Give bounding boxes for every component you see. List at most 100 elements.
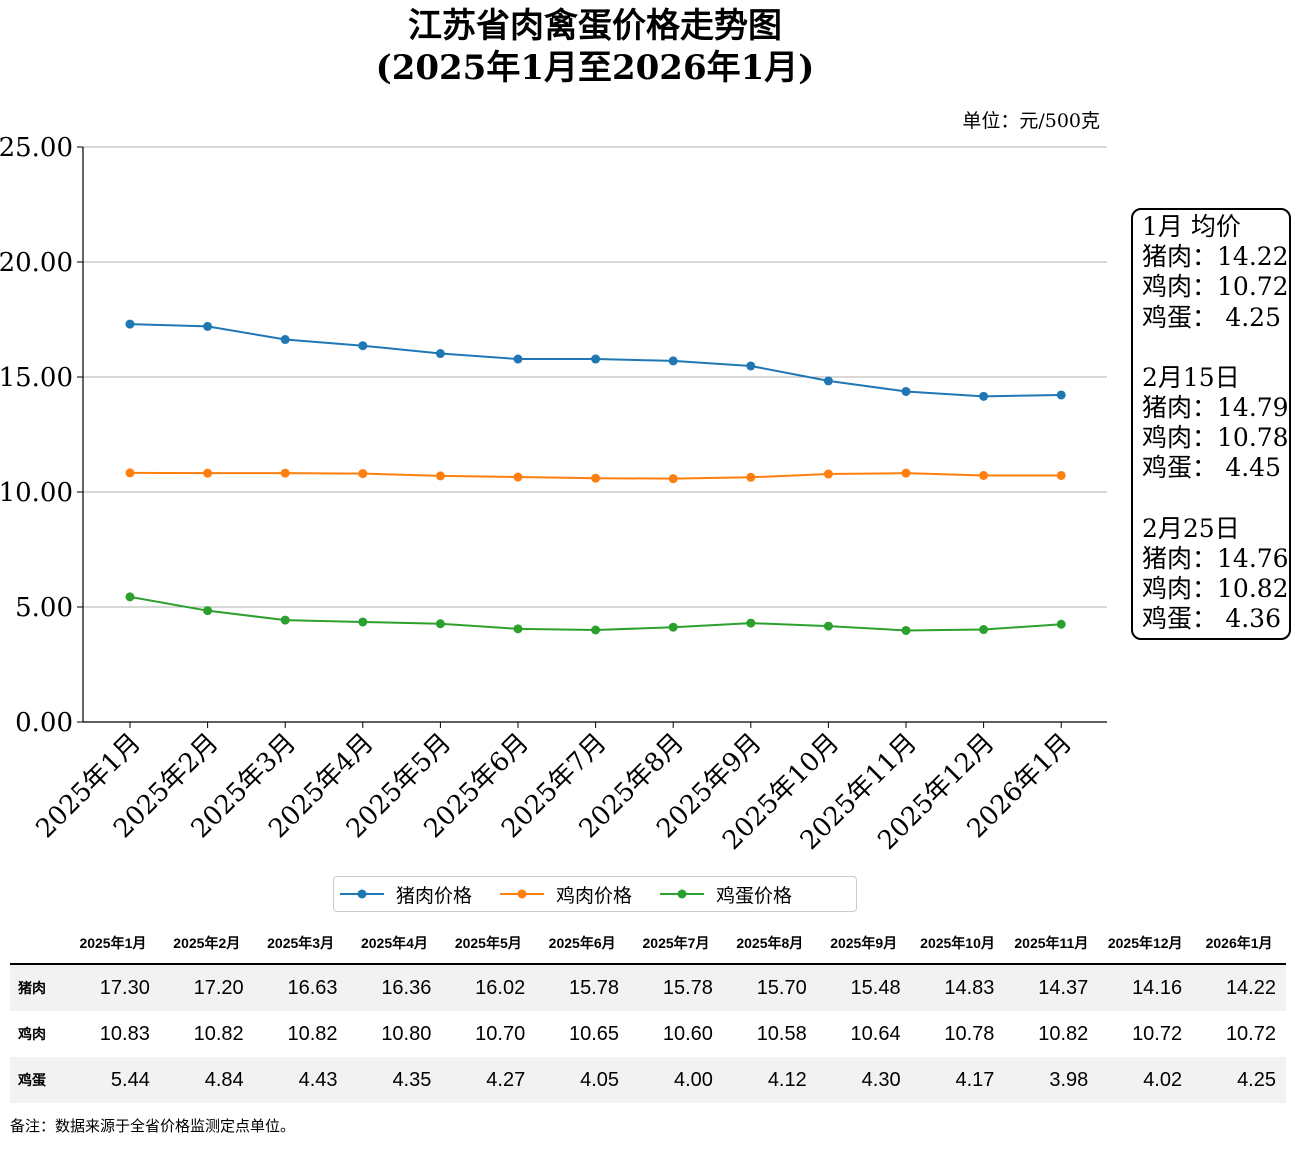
table-cell: 10.72	[1132, 1022, 1183, 1045]
table-header: 2025年6月	[535, 923, 630, 965]
table-cell: 10.65	[569, 1022, 620, 1045]
data-point	[358, 469, 368, 479]
info-value: 14.79	[1217, 393, 1289, 423]
data-point	[668, 474, 678, 484]
data-point	[1056, 470, 1066, 480]
data-point	[1056, 619, 1066, 629]
table-header: 2025年12月	[1098, 923, 1193, 965]
table-row: 猪肉 17.30 17.20 16.63 16.36 16.02 15.78 15.78 15.…	[10, 964, 1286, 1011]
data-point	[979, 391, 989, 401]
table-cell: 10.72	[1225, 1022, 1276, 1045]
info-group-title: 1月 均价	[1142, 212, 1241, 241]
table-cell: 15.78	[629, 964, 723, 1011]
info-value: 4.45	[1225, 453, 1281, 483]
data-point	[203, 468, 213, 478]
data-point	[668, 622, 678, 632]
table-header: 2025年11月	[1004, 923, 1099, 965]
chart-legend: 猪肉价格 鸡肉价格 鸡蛋价格	[333, 876, 857, 912]
line-chart: 0.005.0010.0015.0020.0025.002025年1月2025年…	[0, 133, 1107, 856]
info-group-title: 2月25日	[1142, 513, 1240, 543]
y-tick-label: 15.00	[0, 363, 73, 393]
info-label: 鸡肉：	[1142, 574, 1218, 604]
info-value: 4.25	[1225, 302, 1281, 332]
legend-item: 猪肉价格	[340, 881, 472, 908]
legend-swatch	[340, 889, 384, 899]
table-cell: 17.20	[159, 964, 254, 1011]
table-header: 2025年5月	[441, 923, 536, 965]
data-point	[280, 335, 290, 345]
info-value: 10.82	[1217, 574, 1289, 604]
table-header: 2025年7月	[629, 923, 723, 965]
table-cell: 4.27	[441, 1057, 536, 1103]
unit-label: 单位：元/500克	[962, 110, 1100, 132]
data-table: 2025年1月 2025年2月 2025年3月 2025年4月 2025年5月 2025年…	[10, 923, 1286, 1103]
legend-label: 鸡肉价格	[556, 884, 633, 907]
data-point	[280, 468, 290, 478]
data-point	[203, 321, 213, 331]
info-row: 鸡蛋： 4.36	[1142, 604, 1281, 634]
data-point	[358, 617, 368, 627]
data-point	[435, 471, 445, 481]
table-cell: 10.78	[944, 1022, 995, 1045]
data-point	[746, 472, 756, 482]
table-cell: 5.44	[66, 1057, 160, 1103]
y-tick-label: 10.00	[0, 478, 73, 508]
data-point	[591, 473, 601, 483]
data-point	[125, 468, 135, 478]
table-cell: 3.98	[1004, 1057, 1099, 1103]
table-cell: 4.84	[159, 1057, 254, 1103]
table-cell: 4.43	[253, 1057, 348, 1103]
table-cell: 4.35	[347, 1057, 442, 1103]
legend-item: 鸡肉价格	[500, 881, 632, 908]
legend-label: 猪肉价格	[396, 884, 473, 907]
table-cell: 15.48	[816, 964, 911, 1011]
table-header: 2025年3月	[253, 923, 348, 965]
table-cell: 4.00	[629, 1057, 723, 1103]
table-cell: 17.30	[66, 964, 160, 1011]
legend-label: 鸡蛋价格	[716, 884, 793, 907]
data-point	[513, 624, 523, 634]
data-point	[125, 592, 135, 602]
data-point	[513, 472, 523, 482]
data-point	[203, 606, 213, 616]
table-cell: 4.25	[1192, 1057, 1286, 1103]
info-label: 鸡蛋：	[1142, 604, 1218, 634]
chart-subtitle: (2025年1月至2026年1月)	[375, 48, 815, 88]
info-label: 猪肉：	[1142, 543, 1218, 573]
table-cell: 10.70	[475, 1022, 526, 1045]
table-row: 鸡蛋 5.44 4.84 4.43 4.35 4.27 4.05 4.00 4.12 4.30 4.…	[10, 1057, 1286, 1103]
table-cell: 10.83	[99, 1022, 150, 1045]
y-tick-label: 25.00	[0, 133, 73, 163]
legend-item: 鸡蛋价格	[660, 881, 792, 908]
info-row: 猪肉： 14.79	[1142, 393, 1289, 423]
data-point	[125, 319, 135, 329]
y-tick-label: 20.00	[0, 248, 73, 278]
info-label: 鸡蛋：	[1142, 453, 1218, 483]
info-row: 鸡肉： 10.78	[1142, 423, 1289, 453]
table-cell: 4.17	[910, 1057, 1005, 1103]
data-table-wrapper: 2025年1月 2025年2月 2025年3月 2025年4月 2025年5月 2025年…	[10, 923, 1286, 1103]
data-point	[979, 470, 989, 480]
data-point	[746, 618, 756, 628]
table-cell: 14.22	[1192, 964, 1286, 1011]
data-point	[901, 625, 911, 635]
data-point	[746, 361, 756, 371]
table-header: 2026年1月	[1192, 923, 1286, 965]
table-header: 2025年1月	[66, 923, 160, 965]
table-cell: 15.78	[535, 964, 630, 1011]
info-row: 鸡蛋： 4.25	[1142, 303, 1281, 333]
table-cell: 14.16	[1098, 964, 1193, 1011]
table-header: 2025年8月	[722, 923, 817, 965]
info-label: 鸡肉：	[1142, 272, 1218, 302]
legend-swatch	[660, 889, 705, 899]
data-point	[513, 354, 523, 364]
data-point	[979, 625, 989, 635]
footnote: 备注：数据来源于全省价格监测定点单位。	[10, 1117, 296, 1135]
table-cell: 14.37	[1004, 964, 1099, 1011]
legend-swatch	[500, 889, 545, 899]
table-cell: 10.82	[1038, 1022, 1089, 1045]
table-row-header: 鸡蛋	[10, 1057, 66, 1103]
table-row: 鸡肉 10.83 10.82 10.82 10.80 10.70 10.65 10.60 10.…	[10, 1011, 1286, 1057]
price-info-box: 1月 均价 猪肉： 14.22 鸡肉： 10.72 鸡蛋： 4.25 2月15日 猪肉： 14.7…	[1131, 208, 1291, 640]
chart-title: 江苏省肉禽蛋价格走势图	[408, 6, 782, 46]
